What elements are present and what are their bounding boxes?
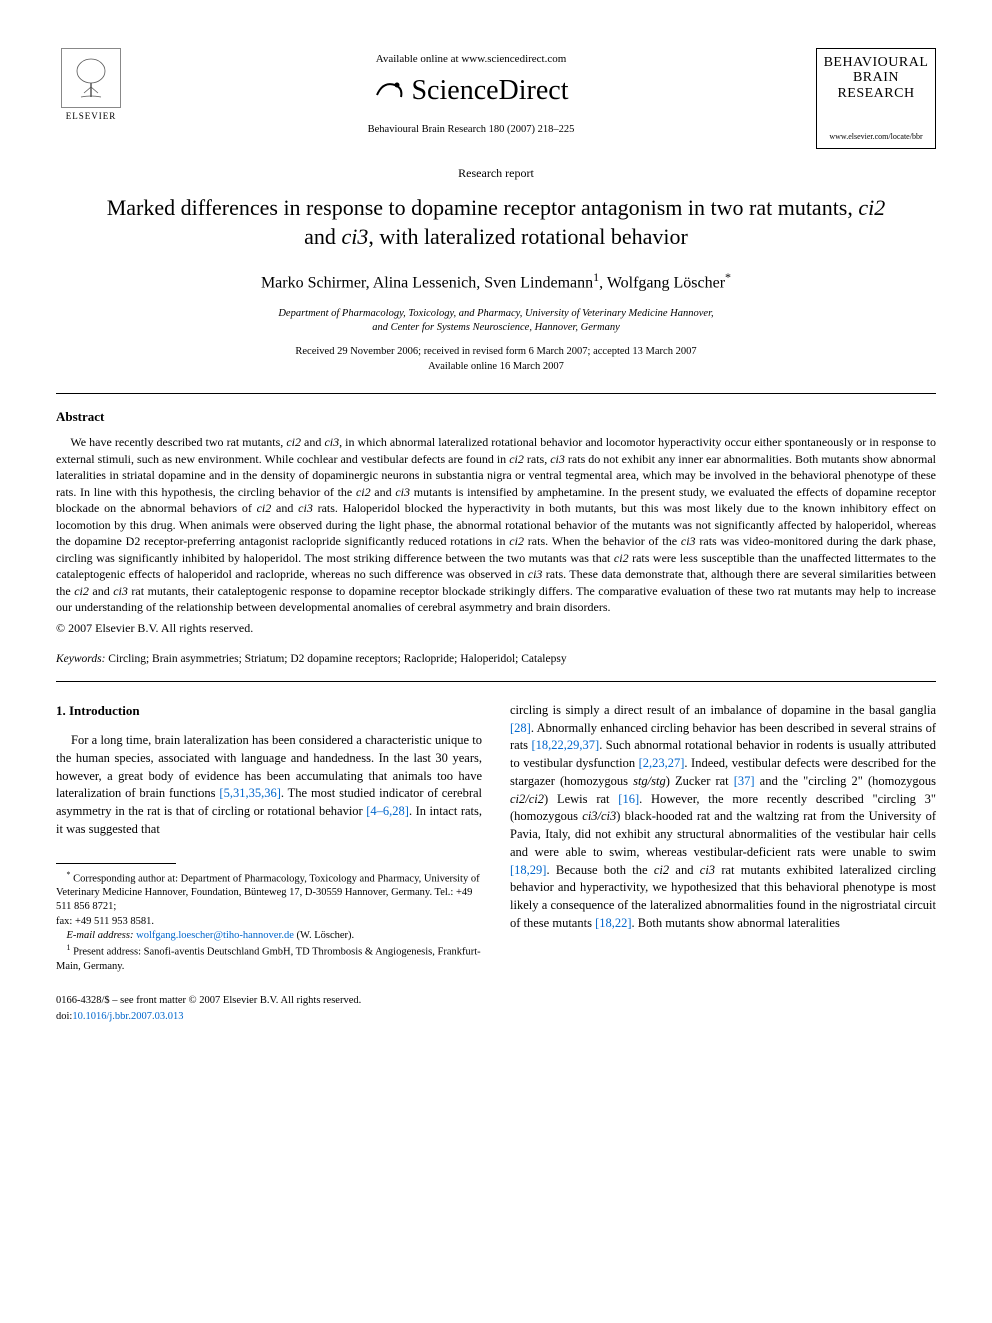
front-matter: 0166-4328/$ – see front matter © 2007 El… xyxy=(56,994,482,1009)
doi-line: doi:10.1016/j.bbr.2007.03.013 xyxy=(56,1010,482,1025)
citation-link[interactable]: [5,31,35,36] xyxy=(219,786,280,800)
left-column: 1. Introduction For a long time, brain l… xyxy=(56,702,482,1025)
abstract-heading: Abstract xyxy=(56,408,936,426)
citation-link[interactable]: [18,22,29,37] xyxy=(532,738,600,752)
citation-link[interactable]: [28] xyxy=(510,721,531,735)
center-header: Available online at www.sciencedirect.co… xyxy=(126,48,816,137)
citation-link[interactable]: [2,23,27] xyxy=(639,756,685,770)
footnote-rule xyxy=(56,863,176,864)
sciencedirect-name: ScienceDirect xyxy=(411,71,568,110)
citation-link[interactable]: [18,29] xyxy=(510,863,546,877)
doi-link[interactable]: 10.1016/j.bbr.2007.03.013 xyxy=(72,1011,183,1022)
intro-col2: circling is simply a direct result of an… xyxy=(510,702,936,933)
article-type: Research report xyxy=(56,165,936,182)
intro-col1: For a long time, brain lateralization ha… xyxy=(56,732,482,839)
corresponding-author-footnote: * Corresponding author at: Department of… xyxy=(56,870,482,915)
affiliation: Department of Pharmacology, Toxicology, … xyxy=(56,307,936,335)
right-column: circling is simply a direct result of an… xyxy=(510,702,936,1025)
citation-link[interactable]: [4–6,28] xyxy=(366,804,409,818)
citation-link[interactable]: [16] xyxy=(618,792,639,806)
intro-heading: 1. Introduction xyxy=(56,702,482,720)
citation-link[interactable]: [18,22] xyxy=(595,916,631,930)
header-row: ELSEVIER Available online at www.science… xyxy=(56,48,936,149)
two-column-body: 1. Introduction For a long time, brain l… xyxy=(56,702,936,1025)
fax-footnote: fax: +49 511 953 8581. xyxy=(56,915,482,929)
journal-cover-url: www.elsevier.com/locate/bbr xyxy=(823,131,929,142)
email-link[interactable]: wolfgang.loescher@tiho-hannover.de xyxy=(136,930,294,941)
rule-bottom xyxy=(56,681,936,682)
citation-link[interactable]: [37] xyxy=(734,774,755,788)
journal-reference: Behavioural Brain Research 180 (2007) 21… xyxy=(126,123,816,138)
sciencedirect-logo: ScienceDirect xyxy=(126,71,816,110)
rule-top xyxy=(56,393,936,394)
elsevier-tree-icon xyxy=(61,48,121,108)
dates: Received 29 November 2006; received in r… xyxy=(56,345,936,374)
present-address-footnote: 1 Present address: Sanofi-aventis Deutsc… xyxy=(56,943,482,974)
email-footnote: E-mail address: wolfgang.loescher@tiho-h… xyxy=(56,929,482,943)
journal-cover-title: BEHAVIOURAL BRAIN RESEARCH xyxy=(823,55,929,101)
article-title: Marked differences in response to dopami… xyxy=(96,194,896,251)
elsevier-label: ELSEVIER xyxy=(66,110,117,123)
keywords: Keywords: Circling; Brain asymmetries; S… xyxy=(56,651,936,667)
journal-cover: BEHAVIOURAL BRAIN RESEARCH www.elsevier.… xyxy=(816,48,936,149)
copyright: © 2007 Elsevier B.V. All rights reserved… xyxy=(56,620,936,637)
elsevier-logo: ELSEVIER xyxy=(56,48,126,128)
authors: Marko Schirmer, Alina Lessenich, Sven Li… xyxy=(56,269,936,295)
abstract-text: We have recently described two rat mutan… xyxy=(56,434,936,616)
sciencedirect-icon xyxy=(373,75,405,107)
available-online-text: Available online at www.sciencedirect.co… xyxy=(126,52,816,67)
